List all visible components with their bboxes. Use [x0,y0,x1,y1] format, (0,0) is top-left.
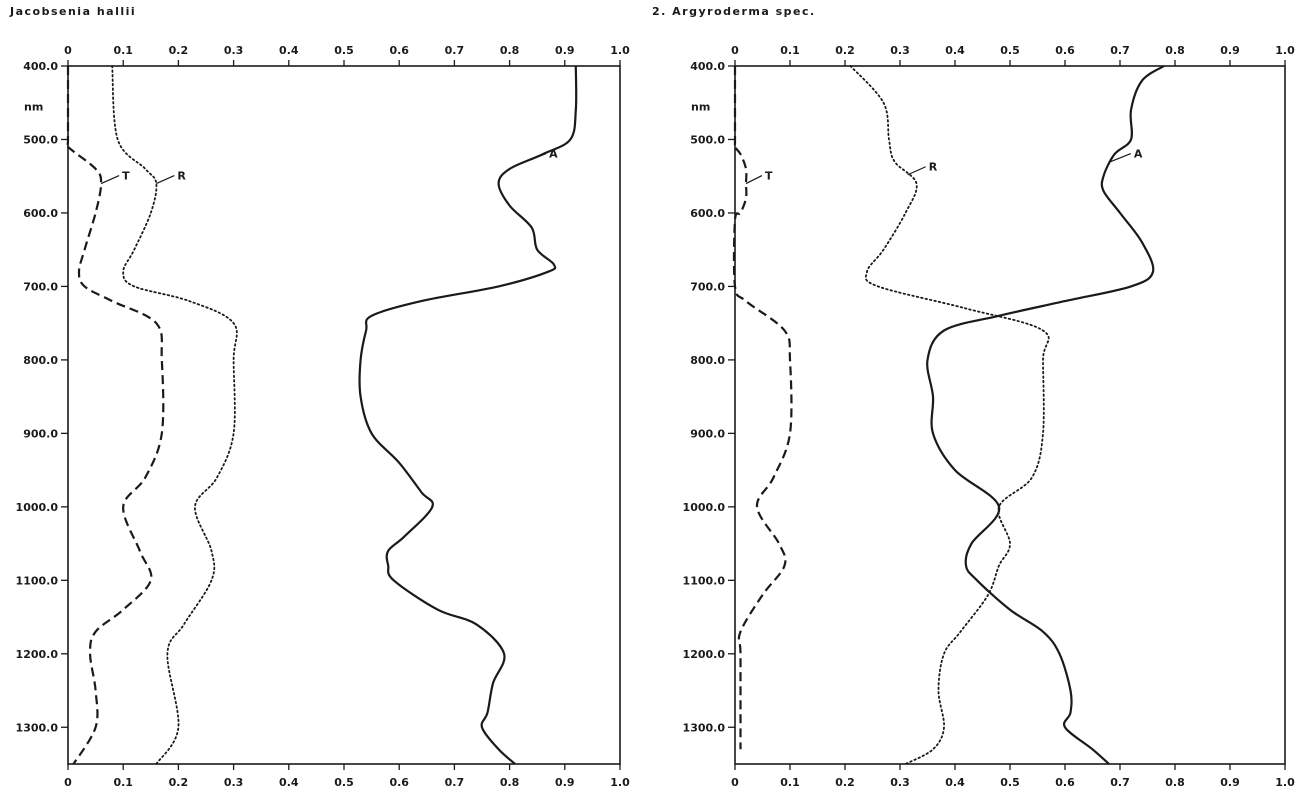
y-tick-label: 1000.0 [683,501,726,514]
series-a-label: A [1134,148,1143,161]
x-tick-label-top: 0.9 [1220,44,1240,57]
x-tick-label-bottom: 0.7 [445,776,465,789]
series-r-line [849,65,1050,765]
x-tick-label-top: 0.5 [334,44,354,57]
y-unit-label: nm [691,100,710,113]
y-tick-label: 1300.0 [683,721,726,734]
y-tick-label: 600.0 [690,207,725,220]
x-tick-label-bottom: 0.4 [279,776,299,789]
x-tick-label-bottom: 0 [64,776,72,789]
x-tick-label-top: 0.8 [500,44,520,57]
x-tick-label-top: 0.8 [1165,44,1185,57]
x-tick-label-bottom: 0.1 [780,776,800,789]
x-tick-label-bottom: 0.3 [890,776,910,789]
x-tick-label-top: 0.4 [945,44,965,57]
x-tick-label-bottom: 0 [731,776,739,789]
series-t-label: T [122,170,130,183]
y-tick-label: 600.0 [23,207,58,220]
x-tick-label-top: 0.3 [224,44,244,57]
x-tick-label-bottom: 1.0 [610,776,630,789]
x-tick-label-top: 0.7 [445,44,465,57]
series-t-leader [100,175,120,185]
x-tick-label-top: 1.0 [610,44,630,57]
series-a-leader [525,152,547,163]
y-tick-label: 1300.0 [16,721,59,734]
x-tick-label-top: 0.3 [890,44,910,57]
series-t-line [732,66,793,750]
x-tick-label-top: 0 [64,44,72,57]
chart-title: Jacobsenia hallii [10,5,137,18]
y-tick-label: 1200.0 [683,648,726,661]
y-tick-label: 400.0 [690,60,725,73]
y-tick-label: 1200.0 [16,648,59,661]
chart-title: 2. Argyroderma spec. [652,5,816,18]
y-tick-label: 1000.0 [16,501,59,514]
y-unit-label: nm [24,100,43,113]
series-r-label: R [177,170,186,183]
x-tick-label-bottom: 0.6 [389,776,409,789]
series-t-line [64,66,165,765]
x-tick-label-bottom: 0.6 [1055,776,1075,789]
y-tick-label: 400.0 [23,60,58,73]
x-tick-label-top: 0.1 [780,44,800,57]
x-tick-label-top: 0.6 [1055,44,1075,57]
x-tick-label-top: 0.2 [835,44,855,57]
x-tick-label-top: 0.7 [1110,44,1130,57]
y-tick-label: 500.0 [690,133,725,146]
x-tick-label-bottom: 0.5 [334,776,354,789]
x-tick-label-top: 0.6 [389,44,409,57]
y-tick-label: 900.0 [690,427,725,440]
x-tick-label-top: 1.0 [1275,44,1295,57]
x-tick-label-bottom: 0.5 [1000,776,1020,789]
y-tick-label: 500.0 [23,133,58,146]
x-tick-label-bottom: 1.0 [1275,776,1295,789]
plot-frame [67,65,621,765]
y-tick-label: 700.0 [23,280,58,293]
x-tick-label-bottom: 0.7 [1110,776,1130,789]
y-tick-label: 800.0 [23,354,58,367]
series-t-leader [745,175,763,185]
x-tick-label-top: 0.2 [169,44,189,57]
y-tick-label: 700.0 [690,280,725,293]
series-a-line [926,65,1165,765]
y-tick-label: 900.0 [23,427,58,440]
x-tick-label-top: 0.5 [1000,44,1020,57]
series-r-line [111,65,238,765]
x-tick-label-bottom: 0.1 [113,776,133,789]
x-tick-label-top: 0.4 [279,44,299,57]
x-tick-label-bottom: 0.3 [224,776,244,789]
y-tick-label: 800.0 [690,354,725,367]
x-tick-label-bottom: 0.8 [1165,776,1185,789]
series-a-line [358,65,578,765]
x-tick-label-bottom: 0.4 [945,776,965,789]
series-a-label: A [549,148,558,161]
x-tick-label-bottom: 0.2 [169,776,189,789]
plot-frame [734,65,1286,765]
x-tick-label-bottom: 0.9 [1220,776,1240,789]
series-a-leader [1110,152,1132,163]
x-tick-label-bottom: 0.2 [835,776,855,789]
x-tick-label-top: 0.1 [113,44,133,57]
series-r-leader [907,166,926,176]
series-t-label: T [765,170,773,183]
x-tick-label-bottom: 0.9 [555,776,575,789]
x-tick-label-top: 0 [731,44,739,57]
series-r-leader [156,175,175,185]
x-tick-label-top: 0.9 [555,44,575,57]
x-tick-label-bottom: 0.8 [500,776,520,789]
series-r-label: R [929,161,938,174]
y-tick-label: 1100.0 [16,574,59,587]
y-tick-label: 1100.0 [683,574,726,587]
